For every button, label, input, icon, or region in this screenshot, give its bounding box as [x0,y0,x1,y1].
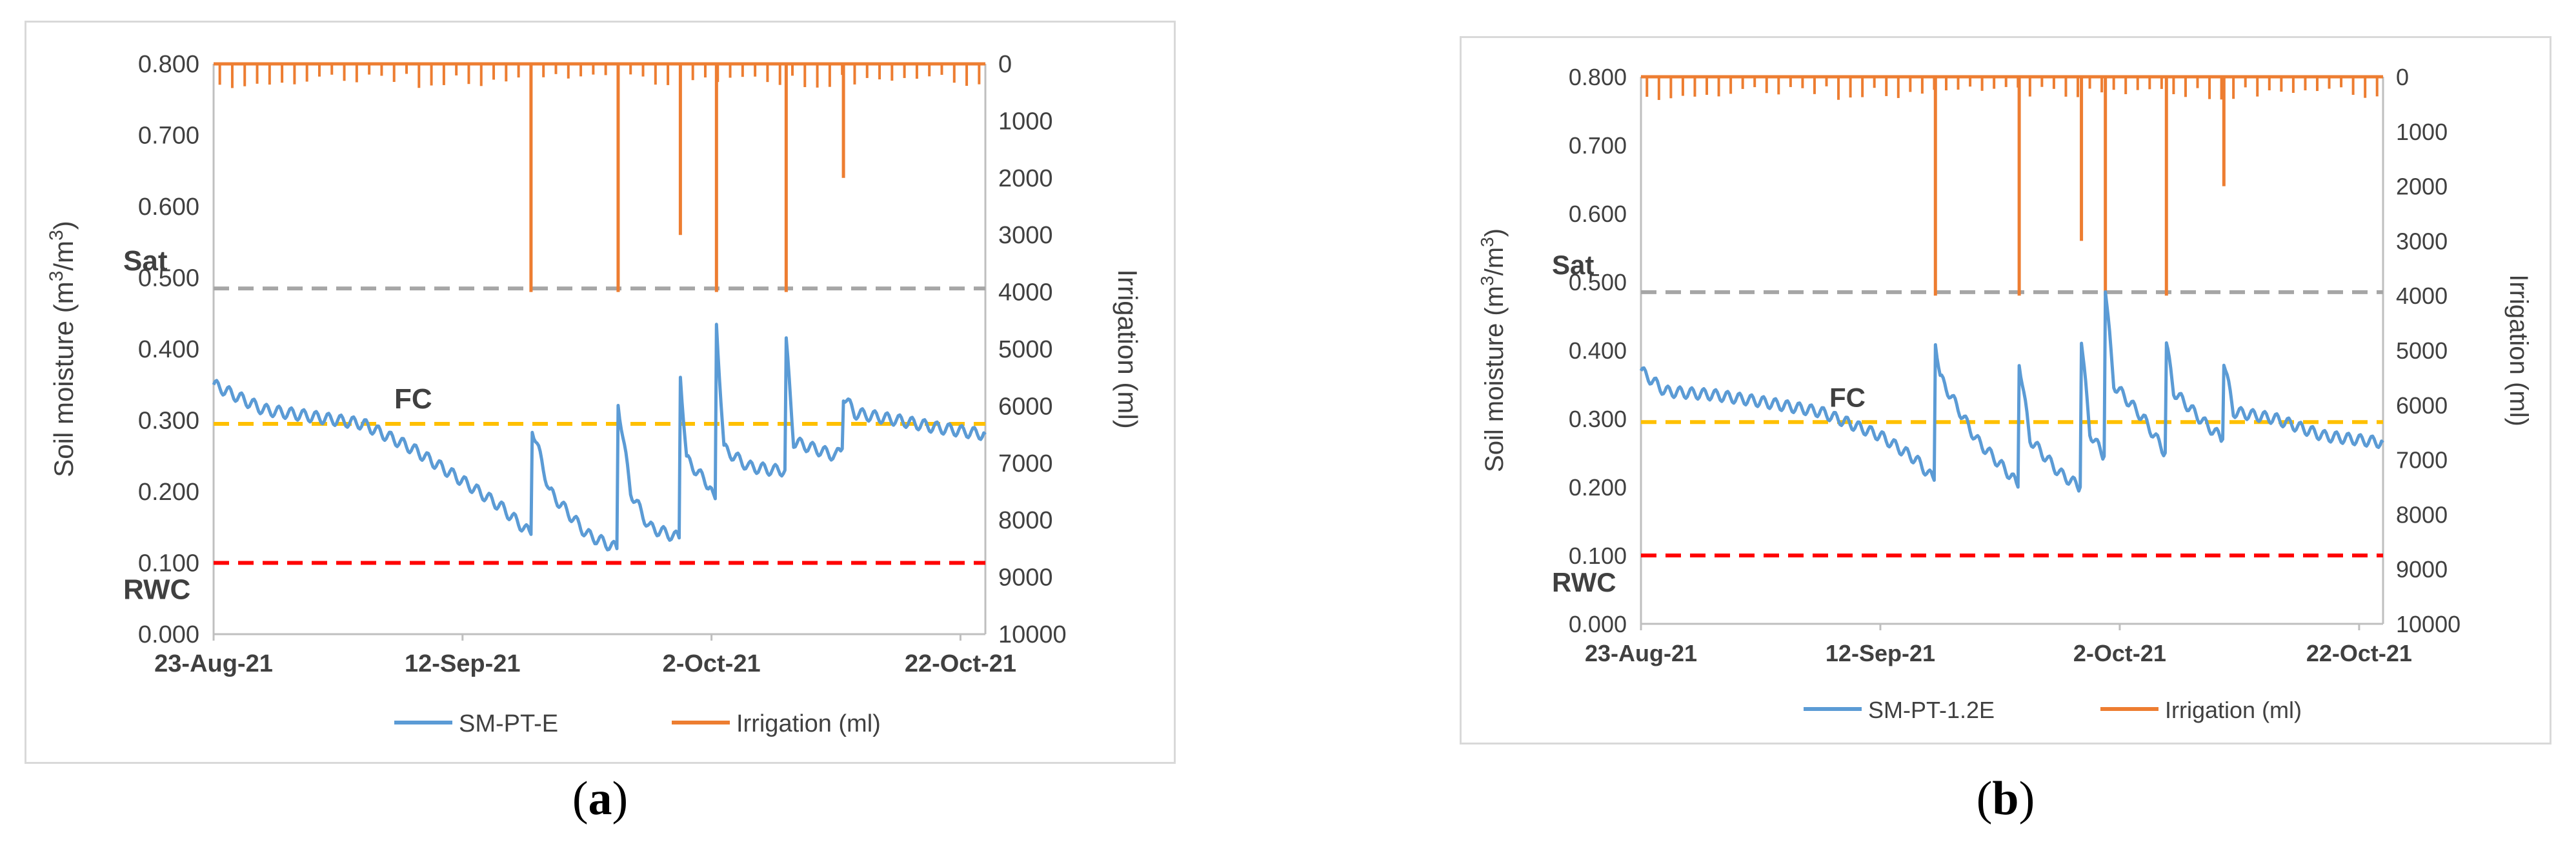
y-tick-label: 0.600 [138,194,199,221]
y-tick-label: 0.400 [1569,337,1627,364]
y2-axis-label: Irrigation (ml) [1112,269,1143,428]
y-tick-label: 0.800 [138,51,199,78]
x-tick-label: 22-Oct-21 [2306,640,2412,666]
y2-tick-label: 8000 [998,507,1053,534]
y2-tick-label: 10000 [2396,611,2460,637]
y2-tick-label: 1000 [2396,119,2448,145]
y-axis-label-part: 3 [1477,237,1497,247]
x-tick-label: 23-Aug-21 [1585,640,1697,666]
label-fc: FC [394,383,432,415]
y-tick-label: 0.500 [138,265,199,292]
y-axis-label-part: Soil moisture (m [48,281,79,477]
y2-tick-label: 6000 [998,393,1053,420]
chart-a-svg: 0.000 0.100 0.200 0.300 0.400 0.500 0.600 0.700… [46,51,1143,737]
panel-label-b: (b) [1976,772,2035,825]
label-sat: Sat [123,245,168,277]
y2-tick-label: 1000 [998,108,1053,135]
x-tick-label: 2-Oct-21 [2073,640,2166,666]
y-tick-label: 0.000 [138,621,199,648]
y2-tick-label: 0 [998,51,1012,78]
y-tick-label: 0.700 [1569,132,1627,159]
legend-label-soil-moisture: SM-PT-1.2E [1868,697,1995,723]
y-axis-label-part: 3 [46,271,67,282]
y2-tick-label: 4000 [998,279,1053,306]
chart-panel-a: 0.000 0.100 0.200 0.300 0.400 0.500 0.600 0.700… [25,21,1176,764]
y-axis-label-part: Soil moisture (m [1480,286,1509,472]
y-axis-label-part: /m [1480,247,1509,275]
x-tick-label: 12-Sep-21 [1826,640,1935,666]
label-fc: FC [1829,382,1866,412]
y-tick-label: 0.300 [1569,406,1627,432]
y-tick-label: 0.600 [1569,201,1627,227]
label-rwc: RWC [1552,567,1616,597]
x-tick-label: 12-Sep-21 [405,650,521,677]
y2-tick-label: 7000 [998,450,1053,477]
y-axis-label-part: 3 [1477,275,1497,286]
y-tick-label: 0.000 [1569,611,1627,637]
y-axis-label: Soil moisture (m3/m3) [46,221,79,477]
y2-tick-label: 0 [2396,64,2409,90]
legend-label-irrigation: Irrigation (ml) [2165,697,2302,723]
y-tick-label: 0.400 [138,336,199,363]
label-sat: Sat [1552,250,1594,280]
y-tick-label: 0.800 [1569,64,1627,90]
y2-axis-label: Irrigation (ml) [2504,274,2533,426]
x-tick-label: 23-Aug-21 [154,650,273,677]
y2-tick-label: 4000 [2396,283,2448,309]
chart-panel-b: 0.000 0.100 0.200 0.300 0.400 0.500 0.600 0.700… [1460,36,2551,744]
y-tick-label: 0.200 [138,479,199,506]
legend-label-irrigation: Irrigation (ml) [736,710,881,737]
y2-tick-label: 5000 [2396,337,2448,364]
y-tick-label: 0.200 [1569,474,1627,501]
label-rwc: RWC [123,574,190,606]
soil-moisture-line [212,323,987,552]
y-tick-label: 0.100 [138,550,199,577]
y-axis-label: Soil moisture (m3/m3) [1477,228,1509,472]
y2-tick-label: 5000 [998,336,1053,363]
x-tick-label: 22-Oct-21 [905,650,1016,677]
y2-tick-label: 10000 [998,621,1067,648]
soil-moisture-line [1639,290,2384,493]
y-axis-label-part: 3 [46,230,67,241]
y2-tick-label: 2000 [2396,174,2448,200]
y-tick-label: 0.100 [1569,543,1627,569]
y-tick-label: 0.300 [138,408,199,435]
y-axis-label-part: /m [48,241,79,271]
chart-b-svg: 0.000 0.100 0.200 0.300 0.400 0.500 0.600 0.700… [1477,64,2533,723]
y2-tick-label: 9000 [2396,556,2448,583]
x-tick-label: 2-Oct-21 [663,650,761,677]
y2-tick-label: 3000 [2396,228,2448,254]
y-tick-label: 0.500 [1569,269,1627,295]
y-tick-label: 0.700 [138,123,199,150]
y2-tick-label: 8000 [2396,501,2448,528]
y2-tick-label: 9000 [998,564,1053,592]
y-axis-label-part: ) [48,221,79,230]
y2-tick-label: 3000 [998,222,1053,249]
y2-tick-label: 2000 [998,165,1053,192]
y-axis-label-part: ) [1480,228,1509,237]
y2-tick-label: 6000 [2396,392,2448,419]
y2-tick-label: 7000 [2396,447,2448,474]
legend-label-soil-moisture: SM-PT-E [459,710,558,737]
panel-label-a: (a) [572,772,629,825]
